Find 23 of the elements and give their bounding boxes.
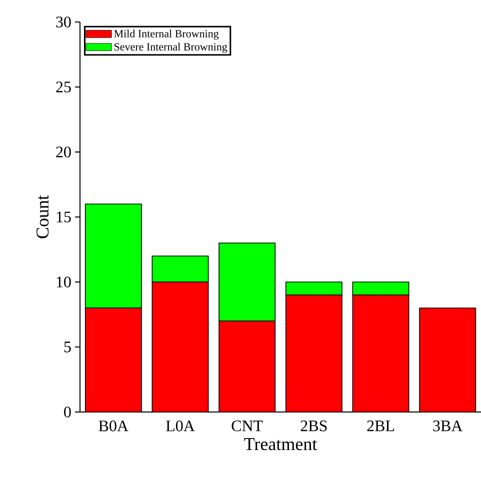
x-tick-label: B0A xyxy=(98,420,128,432)
bar xyxy=(152,282,208,412)
x-tick-label: 2BS xyxy=(300,420,326,432)
y-tick-label: 20 xyxy=(56,146,71,158)
y-tick-label: 5 xyxy=(64,342,71,352)
legend-label: Severe Internal Browning xyxy=(114,42,227,53)
x-axis-title: Treatment xyxy=(244,438,317,450)
bar xyxy=(285,294,342,412)
x-tick-label: 2BL xyxy=(366,420,394,432)
x-tick-label: L0A xyxy=(166,420,195,432)
y-tick-label: 0 xyxy=(64,406,71,418)
x-tick-label: 3BA xyxy=(432,420,462,432)
bar xyxy=(84,308,142,412)
bar xyxy=(352,294,409,412)
y-tick-label: 25 xyxy=(56,82,71,92)
y-tick-label: 15 xyxy=(56,212,71,222)
x-tick-label: CNT xyxy=(232,420,263,432)
legend-label: Mild Internal Browning xyxy=(114,30,218,40)
y-tick-label: 30 xyxy=(56,16,71,28)
y-axis-title: Count xyxy=(36,195,48,238)
y-tick-label: 10 xyxy=(56,276,71,288)
bar xyxy=(418,308,476,412)
bar xyxy=(218,320,276,412)
